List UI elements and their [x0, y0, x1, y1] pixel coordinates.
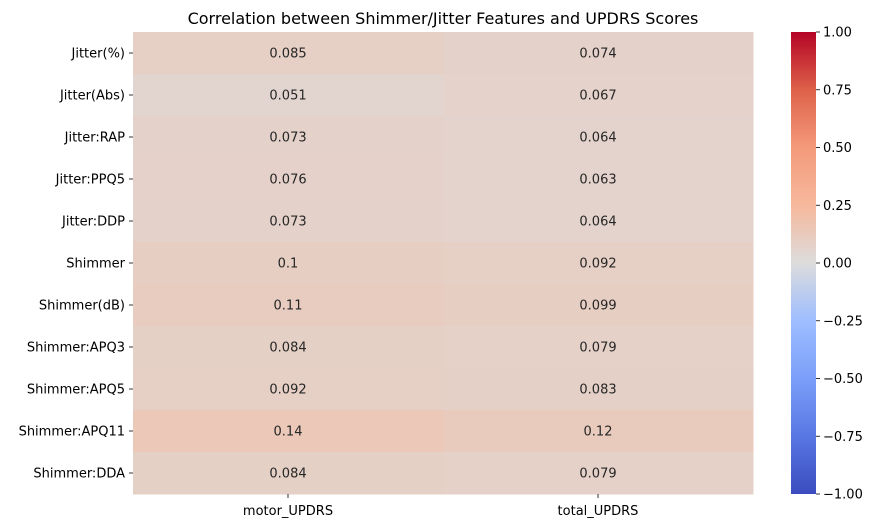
column-labels: motor_UPDRS total_UPDRS	[243, 494, 639, 519]
row-label: Shimmer:APQ5	[27, 383, 125, 398]
heatmap-cell	[133, 242, 444, 285]
cell-value-label: 0.092	[579, 257, 616, 272]
colorbar-tick-label: 0.75	[823, 83, 852, 98]
cell-value-label: 0.073	[269, 215, 306, 230]
cell-value-label: 0.085	[269, 47, 306, 62]
row-label: Jitter:PPQ5	[55, 173, 125, 188]
cell-value-label: 0.092	[269, 383, 306, 398]
heatmap-cell	[133, 116, 444, 159]
heatmap-cell	[443, 242, 754, 285]
heatmap-cells: 0.085 0.074 0.051 0.067 0.073 0.064 0.076 0.063…	[133, 32, 754, 495]
heatmap-cell	[443, 74, 754, 117]
heatmap-cell	[133, 74, 444, 117]
heatmap-cell	[133, 32, 444, 75]
heatmap-cell	[443, 368, 754, 411]
heatmap-cell	[133, 452, 444, 495]
cell-value-label: 0.099	[579, 299, 616, 314]
heatmap-cell	[443, 326, 754, 369]
row-label: Jitter:DDP	[61, 215, 125, 230]
colorbar-tick-label: 1.00	[823, 26, 852, 41]
colorbar-tick-label: −0.75	[823, 430, 863, 445]
heatmap-cell	[443, 410, 754, 453]
row-label: Shimmer:APQ3	[27, 341, 125, 356]
cell-value-label: 0.079	[579, 467, 616, 482]
heatmap-cell	[443, 284, 754, 327]
cell-value-label: 0.084	[269, 341, 306, 356]
cell-value-label: 0.074	[579, 47, 616, 62]
cell-value-label: 0.12	[584, 425, 613, 440]
colorbar: 1.00 0.75 0.50 0.25 0.00 −0.25 −0.50 −0.75 −1.00	[791, 26, 863, 503]
cell-value-label: 0.11	[274, 299, 303, 314]
heatmap-cell	[443, 452, 754, 495]
heatmap-cell	[443, 158, 754, 201]
row-label: Shimmer:DDA	[33, 467, 125, 482]
colorbar-gradient	[791, 32, 816, 494]
heatmap-cell	[443, 200, 754, 243]
cell-value-label: 0.083	[579, 383, 616, 398]
cell-value-label: 0.1	[278, 257, 299, 272]
colorbar-tick-label: −0.50	[823, 372, 863, 387]
heatmap-cell	[133, 284, 444, 327]
cell-value-label: 0.076	[269, 173, 306, 188]
cell-value-label: 0.064	[579, 131, 616, 146]
heatmap-cell	[133, 410, 444, 453]
heatmap-cell	[443, 32, 754, 75]
column-label: motor_UPDRS	[243, 504, 333, 519]
column-label: total_UPDRS	[558, 504, 639, 519]
row-label: Shimmer	[66, 257, 125, 272]
colorbar-tick-label: −0.25	[823, 314, 863, 329]
cell-value-label: 0.067	[579, 89, 616, 104]
chart-title: Correlation between Shimmer/Jitter Featu…	[188, 9, 699, 28]
cell-value-label: 0.079	[579, 341, 616, 356]
colorbar-tick-label: 0.50	[823, 141, 852, 156]
cell-value-label: 0.14	[274, 425, 303, 440]
row-labels: Jitter(%) Jitter(Abs) Jitter:RAP Jitter:PPQ…	[19, 47, 133, 482]
heatmap-cell	[133, 368, 444, 411]
cell-value-label: 0.073	[269, 131, 306, 146]
row-label: Shimmer(dB)	[39, 299, 125, 314]
colorbar-tick-label: −1.00	[823, 488, 863, 503]
cell-value-label: 0.064	[579, 215, 616, 230]
heatmap-cell	[443, 116, 754, 159]
heatmap-cell	[133, 200, 444, 243]
cell-value-label: 0.051	[269, 89, 306, 104]
heatmap-cell	[133, 326, 444, 369]
colorbar-tick-label: 0.25	[823, 199, 852, 214]
row-label: Shimmer:APQ11	[19, 425, 125, 440]
colorbar-ticks: 1.00 0.75 0.50 0.25 0.00 −0.25 −0.50 −0.75 −1.00	[816, 26, 863, 503]
heatmap-cell	[133, 158, 444, 201]
cell-value-label: 0.084	[269, 467, 306, 482]
row-label: Jitter(%)	[71, 47, 125, 62]
colorbar-tick-label: 0.00	[823, 257, 852, 272]
row-label: Jitter(Abs)	[59, 89, 125, 104]
cell-value-label: 0.063	[579, 173, 616, 188]
row-label: Jitter:RAP	[64, 131, 126, 146]
